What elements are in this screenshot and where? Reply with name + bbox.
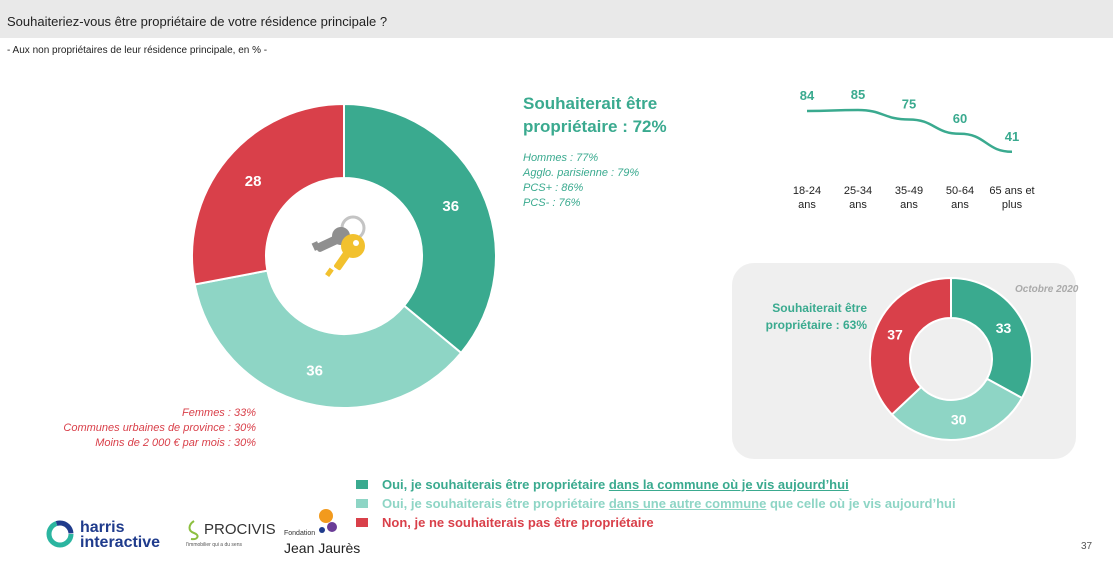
- donut-value-label: 36: [306, 363, 323, 380]
- age-value-label: 41: [1005, 129, 1019, 144]
- detail-item: PCS- : 76%: [523, 197, 581, 209]
- age-value-label: 84: [800, 88, 815, 103]
- red-details: Femmes : 33% Communes urbaines de provin…: [63, 406, 256, 451]
- age-label: 50-64 ans: [945, 185, 975, 211]
- age-label: 25-34 ans: [843, 185, 873, 211]
- keys-icon: [311, 215, 366, 277]
- legend-item: Oui, je souhaiterais être propriétaire d…: [356, 496, 956, 515]
- question-subtitle: - Aux non propriétaires de leur résidenc…: [7, 45, 268, 56]
- age-series-line: [806, 108, 1013, 154]
- legend-item: Oui, je souhaiterais être propriétaire d…: [356, 477, 956, 496]
- detail-item: PCS+ : 86%: [523, 182, 584, 194]
- harris-logo-icon: [46, 520, 74, 548]
- harris-logo-text: harris interactive: [80, 519, 161, 551]
- detail-item: Femmes : 33%: [182, 407, 256, 419]
- donut-slice: [193, 269, 463, 409]
- jean-jaures-logo-icon: [319, 509, 337, 533]
- page-number: 37: [1081, 541, 1093, 552]
- main-headline: Souhaiterait être propriétaire : 72%: [523, 94, 667, 136]
- age-value-label: 85: [851, 87, 865, 102]
- detail-item: Agglo. parisienne : 79%: [523, 167, 640, 179]
- age-label: 35-49 ans: [894, 185, 924, 211]
- green-details: Hommes : 77% Agglo. parisienne : 79% PCS…: [523, 151, 639, 211]
- header-bar: [0, 0, 1113, 38]
- detail-item: Hommes : 77%: [523, 152, 599, 164]
- jean-jaures-label: Jean Jaurès: [284, 540, 361, 556]
- question-title: Souhaiteriez-vous être propriétaire de v…: [7, 14, 388, 29]
- detail-item: Communes urbaines de province : 30%: [63, 422, 256, 434]
- donut-value-label: 28: [245, 173, 262, 190]
- panel-headline: Souhaiterait être propriétaire : 63%: [765, 301, 867, 332]
- age-value-label: 75: [902, 97, 916, 112]
- procivis-logo-icon: [188, 520, 199, 541]
- procivis-tagline: l'immobilier qui a du sens: [186, 542, 242, 548]
- fondation-label: Fondation: [284, 530, 316, 537]
- age-label: 18-24 ans: [792, 185, 822, 211]
- detail-item: Moins de 2 000 € par mois : 30%: [95, 437, 256, 449]
- donut-value-label: 36: [442, 198, 459, 215]
- legend-item: Non, je ne souhaiterais pas être proprié…: [356, 515, 956, 534]
- legend-swatch: [356, 499, 368, 508]
- procivis-logo-text: PROCIVIS: [204, 521, 276, 538]
- age-value-label: 60: [953, 111, 967, 126]
- legend-swatch: [356, 518, 368, 527]
- legend-swatch: [356, 480, 368, 489]
- age-label: 65 ans et plus: [989, 185, 1035, 211]
- legend: Oui, je souhaiterais être propriétaire d…: [356, 477, 956, 534]
- panel-date: Octobre 2020: [1015, 284, 1079, 295]
